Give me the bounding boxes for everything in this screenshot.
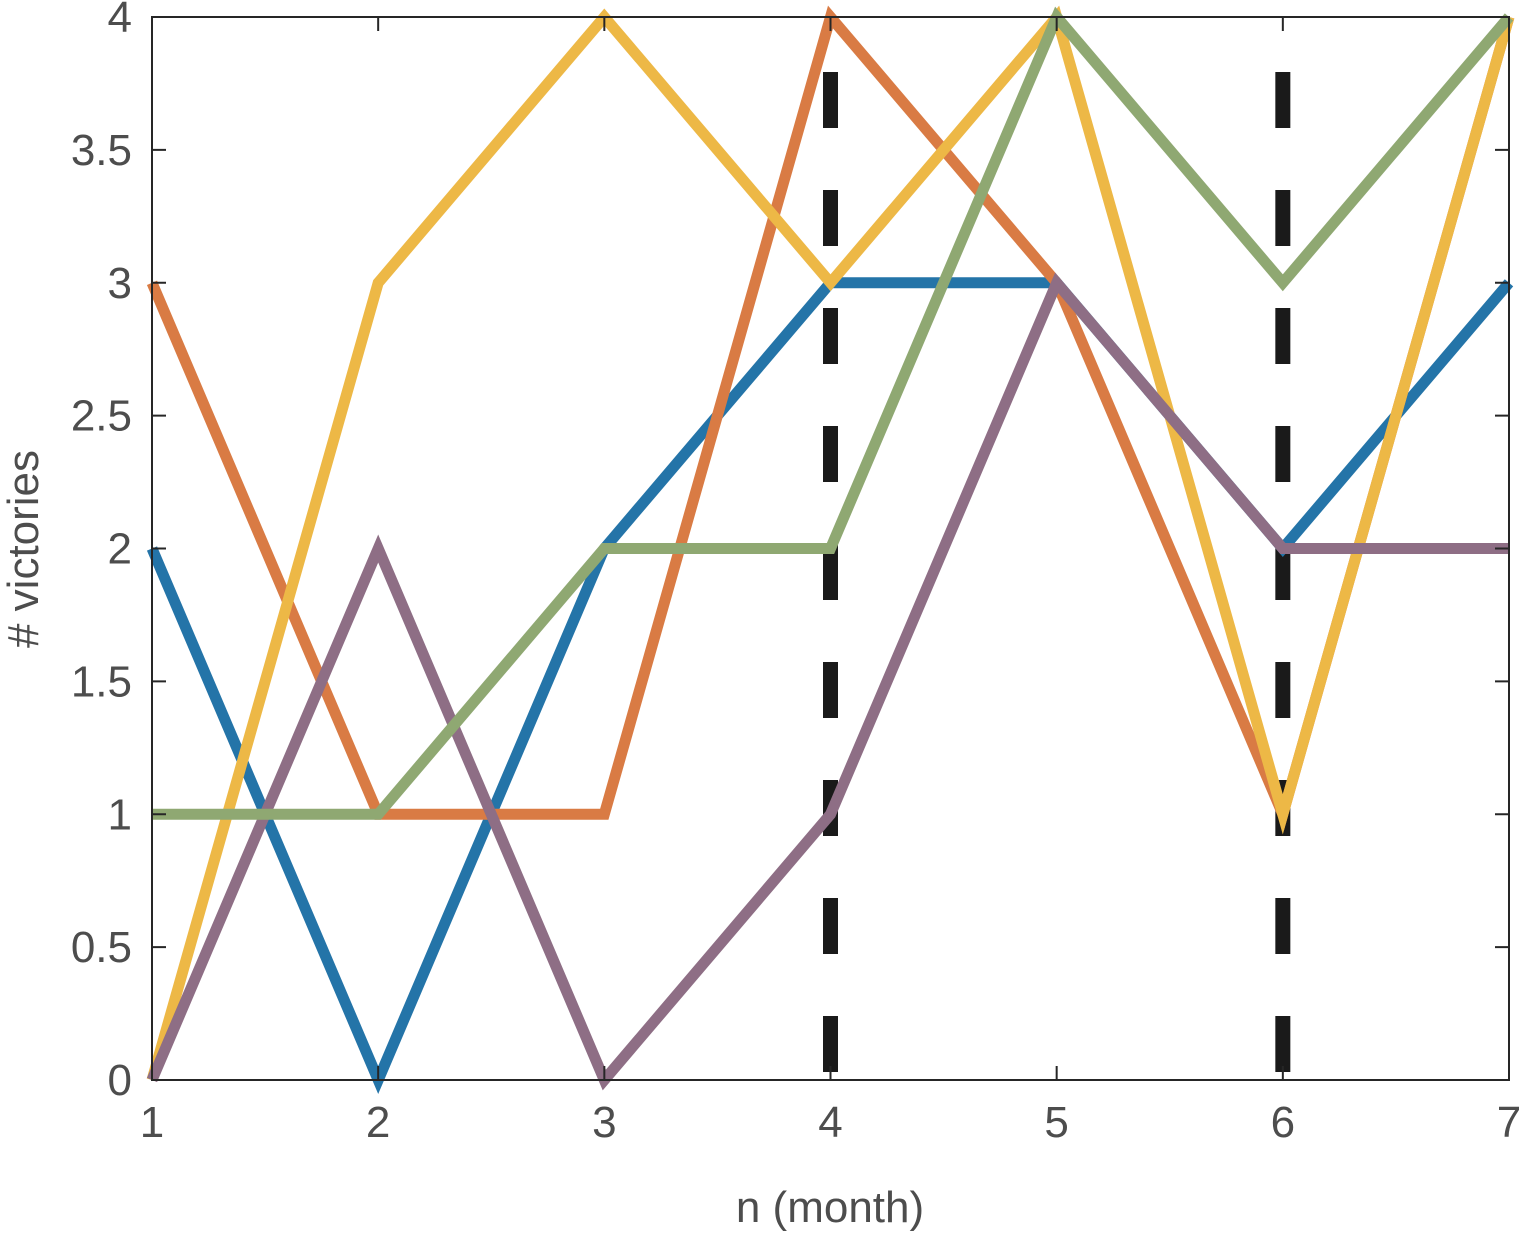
y-tick-label: 3.5 — [71, 126, 132, 175]
x-axis-title: n (month) — [736, 1183, 924, 1232]
y-tick-label: 1 — [108, 790, 132, 839]
y-tick-label: 0 — [108, 1056, 132, 1105]
y-tick-label: 0.5 — [71, 923, 132, 972]
x-tick-label: 3 — [592, 1098, 616, 1147]
y-tick-label: 3 — [108, 259, 132, 308]
vertical-marker-lines — [823, 72, 1291, 1080]
x-tick-label: 5 — [1044, 1098, 1068, 1147]
series-line-5 — [152, 6, 1514, 820]
x-tick-label: 6 — [1271, 1098, 1295, 1147]
series-line-3 — [146, 5, 1515, 1082]
y-axis-title: # victories — [0, 450, 48, 648]
y-tick-label: 2 — [108, 525, 132, 574]
axes — [151, 16, 1510, 1081]
x-tick-label: 7 — [1497, 1098, 1521, 1147]
tick-labels: 0 0.5 1 1.5 2 2.5 3 3.5 4 1 2 3 4 5 6 7 — [71, 0, 1521, 1147]
y-tick-label: 2.5 — [71, 392, 132, 441]
x-tick-label: 1 — [140, 1098, 164, 1147]
y-tick-label: 1.5 — [71, 657, 132, 706]
series-line-4 — [146, 272, 1509, 1091]
y-tick-label: 4 — [108, 0, 132, 42]
x-tick-label: 2 — [366, 1098, 390, 1147]
x-tick-label: 4 — [818, 1098, 842, 1147]
